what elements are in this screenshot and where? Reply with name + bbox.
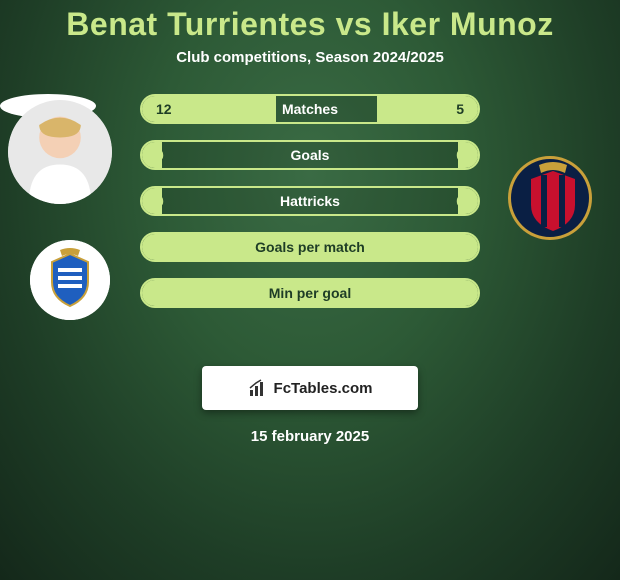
value-right: 0 [456, 188, 464, 214]
stat-row-min-per-goal: Min per goal [140, 278, 480, 308]
stat-row-matches: 12 Matches 5 [140, 94, 480, 124]
club-left-badge [30, 240, 110, 320]
stat-rows: 12 Matches 5 0 Goals 0 0 Hattricks 0 [140, 94, 480, 324]
brand-text: FcTables.com [274, 380, 373, 397]
page-title: Benat Turrientes vs Iker Munoz [0, 6, 620, 43]
stat-label: Goals [142, 142, 478, 168]
player-left-avatar [8, 100, 112, 204]
club-right-badge [508, 156, 592, 240]
chart-icon [248, 378, 268, 398]
brand-badge[interactable]: FcTables.com [202, 366, 418, 410]
stat-label: Matches [142, 96, 478, 122]
stat-label: Min per goal [142, 280, 478, 306]
value-right: 5 [456, 96, 464, 122]
stat-row-goals-per-match: Goals per match [140, 232, 480, 262]
stat-row-hattricks: 0 Hattricks 0 [140, 186, 480, 216]
stats-area: 12 Matches 5 0 Goals 0 0 Hattricks 0 [0, 94, 620, 354]
person-icon [8, 100, 112, 204]
shield-icon [511, 159, 595, 243]
stat-label: Hattricks [142, 188, 478, 214]
main-content: Benat Turrientes vs Iker Munoz Club comp… [0, 0, 620, 445]
stat-label: Goals per match [142, 234, 478, 260]
stat-row-goals: 0 Goals 0 [140, 140, 480, 170]
subtitle: Club competitions, Season 2024/2025 [0, 49, 620, 66]
shield-icon [30, 240, 110, 320]
date-text: 15 february 2025 [0, 428, 620, 445]
value-right: 0 [456, 142, 464, 168]
